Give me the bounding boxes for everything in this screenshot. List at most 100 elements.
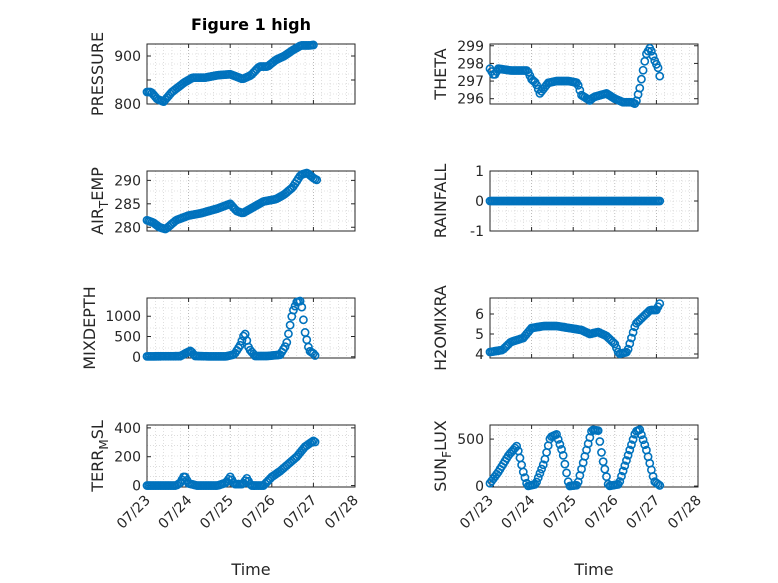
svg-text:AIRTEMP: AIRTEMP [88, 167, 111, 235]
svg-text:H2OMIXRA: H2OMIXRA [431, 285, 450, 371]
subplot-1: 800 900 [114, 40, 356, 113]
data-point [627, 440, 636, 450]
data-point [532, 477, 541, 487]
ylabel-mixdepth: MIXDEPTH [80, 286, 99, 369]
data-point [635, 83, 645, 93]
axes-box [489, 424, 699, 488]
x-tick-label: 07/26 [582, 492, 622, 532]
figure-title: Figure 1 high [191, 15, 311, 34]
data-point [533, 473, 543, 483]
data-point [615, 477, 625, 486]
data-point [637, 74, 646, 84]
data-point [237, 336, 247, 346]
y-tick-label: 200 [114, 450, 141, 466]
y-tick-label: 500 [457, 432, 484, 448]
y-tick-label: 290 [114, 173, 141, 189]
data-point [297, 302, 307, 312]
x-tick-label: 07/24 [156, 492, 196, 532]
svg-text:MIXDEPTH: MIXDEPTH [80, 286, 99, 369]
y-tick-label: 6 [475, 307, 484, 323]
subplot-4: -1 0 1 [470, 164, 699, 240]
ylabel-sun-flux: SUNFLUX [431, 420, 454, 492]
y-tick-label: 900 [114, 49, 141, 65]
data-point [598, 457, 608, 467]
data-point [555, 440, 565, 449]
data-point [640, 56, 650, 66]
y-tick-label: 800 [114, 97, 141, 113]
data-point [517, 460, 527, 470]
data-point [289, 305, 298, 315]
data-point [535, 468, 545, 478]
axes-box [146, 170, 356, 232]
data-point [653, 479, 663, 489]
xlabel-left: Time [230, 560, 270, 579]
ylabel-rainfall: RAINFALL [431, 164, 450, 239]
data-point [628, 435, 638, 444]
data-point [653, 63, 663, 73]
x-tick-label: 07/25 [540, 493, 580, 533]
data-point [648, 472, 658, 481]
data-point [655, 481, 665, 490]
svg-text:PRESSURE: PRESSURE [88, 32, 107, 116]
x-tick-label: 07/23 [457, 493, 497, 533]
y-tick-label: 500 [114, 330, 141, 346]
y-tick-label: 298 [457, 56, 484, 72]
data-point [655, 71, 665, 81]
data-point [553, 435, 563, 444]
y-tick-label: 0 [132, 350, 141, 366]
subplot-7: 0 200 400 07/23 07/24 07/25 07/26 07/27 07/28 [114, 421, 362, 532]
data-point [532, 80, 541, 90]
y-tick-label: 4 [475, 347, 484, 363]
y-tick-label: -1 [470, 224, 484, 240]
x-tick-label: 07/28 [665, 493, 705, 533]
ylabel-air-temp: AIRTEMP [88, 167, 111, 235]
svg-text:RAINFALL: RAINFALL [431, 164, 450, 239]
axes-box [146, 297, 356, 359]
y-tick-label: 0 [132, 479, 141, 495]
data-point [637, 430, 646, 440]
subplot-5: 0 500 1000 [105, 296, 356, 366]
svg-text:THETA: THETA [431, 48, 450, 100]
y-tick-label: 299 [457, 39, 484, 55]
y-tick-label: 0 [475, 479, 484, 495]
data-point [617, 471, 626, 481]
x-tick-label: 07/23 [114, 493, 154, 533]
data-point [520, 473, 530, 483]
x-tick-label: 07/28 [322, 493, 362, 533]
subplot-8: 0 500 07/23 07/24 07/25 07/26 07/27 07/28 [457, 424, 705, 533]
ylabel-theta: THETA [431, 48, 450, 100]
data-point [299, 315, 308, 325]
data-point [280, 342, 290, 352]
data-point [552, 429, 561, 439]
data-point [640, 440, 650, 450]
data-point [537, 464, 546, 474]
y-tick-label: 5 [475, 327, 484, 343]
data-point [638, 65, 648, 75]
data-point [312, 175, 322, 185]
ylabel-pressure: PRESSURE [88, 32, 107, 116]
data-point [282, 338, 292, 347]
data-point [623, 450, 633, 460]
data-point [308, 349, 318, 358]
x-tick-label: 07/27 [623, 493, 663, 533]
data-point [638, 435, 648, 445]
y-tick-label: 285 [114, 197, 141, 213]
axes-box [489, 297, 699, 359]
data-point [558, 450, 568, 460]
data-point [622, 456, 631, 465]
data-point [620, 461, 630, 471]
subplot-3: 280 285 290 [114, 168, 356, 236]
data-point [595, 437, 605, 446]
data-point [593, 426, 603, 436]
subplot-6: 4 5 6 [475, 297, 699, 363]
svg-text:SUNFLUX: SUNFLUX [431, 420, 454, 492]
data-point [625, 339, 635, 348]
y-tick-label: 297 [457, 74, 484, 90]
data-point [562, 468, 571, 478]
data-point [623, 344, 633, 354]
data-point [235, 340, 245, 350]
x-tick-label: 07/26 [239, 492, 279, 532]
data-point [628, 327, 638, 337]
y-tick-label: 296 [457, 92, 484, 108]
